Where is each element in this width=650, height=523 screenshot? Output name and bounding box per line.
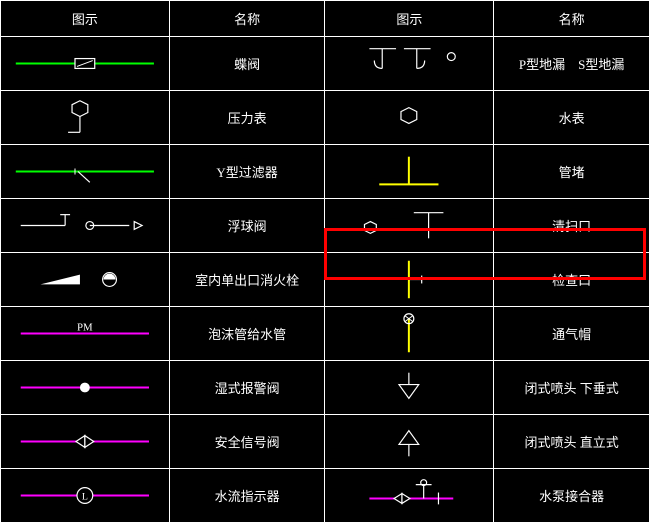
name-cell: 水表 [494,91,650,145]
name-cell: 水泵接合器 [494,469,650,523]
table-row: PM 泡沫管给水管 通气帽 [1,307,650,361]
header-row: 图示 名称 图示 名称 [1,1,650,37]
symbol-inspection-port [325,253,494,307]
symbol-pipe-plug [325,145,494,199]
name-cell: 管堵 [494,145,650,199]
symbol-foam-pipe: PM [1,307,170,361]
symbol-y-strainer [1,145,170,199]
name-cell: 水流指示器 [169,469,325,523]
table-row: L 水流指示器 水泵接合器 [1,469,650,523]
name-cell: 安全信号阀 [169,415,325,469]
symbol-wet-alarm-valve [1,361,170,415]
symbol-flow-indicator: L [1,469,170,523]
label-p-drain: P型地漏 [519,57,565,72]
symbol-sprinkler-pendant [325,361,494,415]
table-row: Y型过滤器 管堵 [1,145,650,199]
name-cell: 湿式报警阀 [169,361,325,415]
symbol-floor-drain [325,37,494,91]
symbol-indoor-hydrant [1,253,170,307]
header-name-left: 名称 [169,1,325,37]
symbol-safety-signal-valve [1,415,170,469]
symbol-cleanout [325,199,494,253]
label-s-drain: S型地漏 [578,57,624,72]
name-cell: 压力表 [169,91,325,145]
name-cell: 检查口 [494,253,650,307]
symbol-pump-coupler [325,469,494,523]
symbol-pressure-gauge [1,91,170,145]
symbol-vent-cap [325,307,494,361]
name-cell: 闭式喷头 下垂式 [494,361,650,415]
l-label: L [82,491,88,502]
symbol-sprinkler-upright [325,415,494,469]
table-row: 湿式报警阀 闭式喷头 下垂式 [1,361,650,415]
symbol-water-meter [325,91,494,145]
name-cell: 浮球阀 [169,199,325,253]
name-cell: 蝶阀 [169,37,325,91]
table-row: 压力表 水表 [1,91,650,145]
table-row: 浮球阀 清扫口 [1,199,650,253]
name-cell: Y型过滤器 [169,145,325,199]
symbol-float-valve [1,199,170,253]
table-row: 蝶阀 P型地漏 S型地漏 [1,37,650,91]
header-icon-right: 图示 [325,1,494,37]
table-row: 室内单出口消火栓 检查口 [1,253,650,307]
table-row: 安全信号阀 闭式喷头 直立式 [1,415,650,469]
header-icon-left: 图示 [1,1,170,37]
symbol-butterfly-valve [1,37,170,91]
pm-label: PM [77,322,93,334]
name-cell: 室内单出口消火栓 [169,253,325,307]
header-name-right: 名称 [494,1,650,37]
name-cell: P型地漏 S型地漏 [494,37,650,91]
name-cell: 通气帽 [494,307,650,361]
name-cell: 泡沫管给水管 [169,307,325,361]
name-cell: 清扫口 [494,199,650,253]
legend-table: 图示 名称 图示 名称 蝶阀 [0,0,650,523]
name-cell: 闭式喷头 直立式 [494,415,650,469]
